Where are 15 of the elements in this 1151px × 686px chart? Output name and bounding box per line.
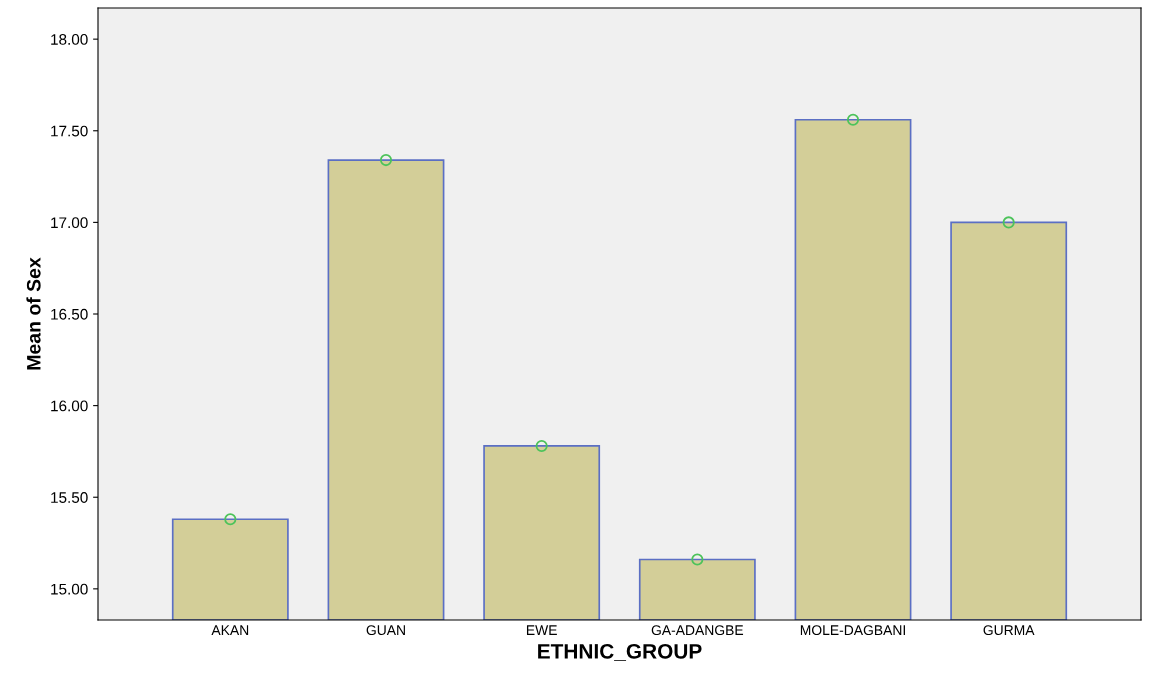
x-tick-label: EWE xyxy=(526,625,557,635)
y-tick-label: 16.50 xyxy=(51,308,88,320)
x-tick-label: GA-ADANGBE xyxy=(651,625,744,636)
y-tick-label: 15.50 xyxy=(51,492,88,503)
y-tick-label: 17.00 xyxy=(51,217,88,229)
x-axis-title: ETHNIC_GROUP xyxy=(538,643,702,661)
y-tick-label: 17.50 xyxy=(51,125,88,137)
x-tick-label: MOLE-DAGBANI xyxy=(800,625,905,636)
y-tick-label: 15.00 xyxy=(51,583,88,595)
y-tick-label: 16.00 xyxy=(51,400,88,412)
x-tick-label: GUAN xyxy=(366,625,405,636)
y-axis-title: Mean of Sex xyxy=(26,257,41,370)
x-tick-label: GURMA xyxy=(983,625,1035,636)
y-tick-label: 18.00 xyxy=(51,34,88,45)
x-tick-label: AKAN xyxy=(211,625,249,635)
